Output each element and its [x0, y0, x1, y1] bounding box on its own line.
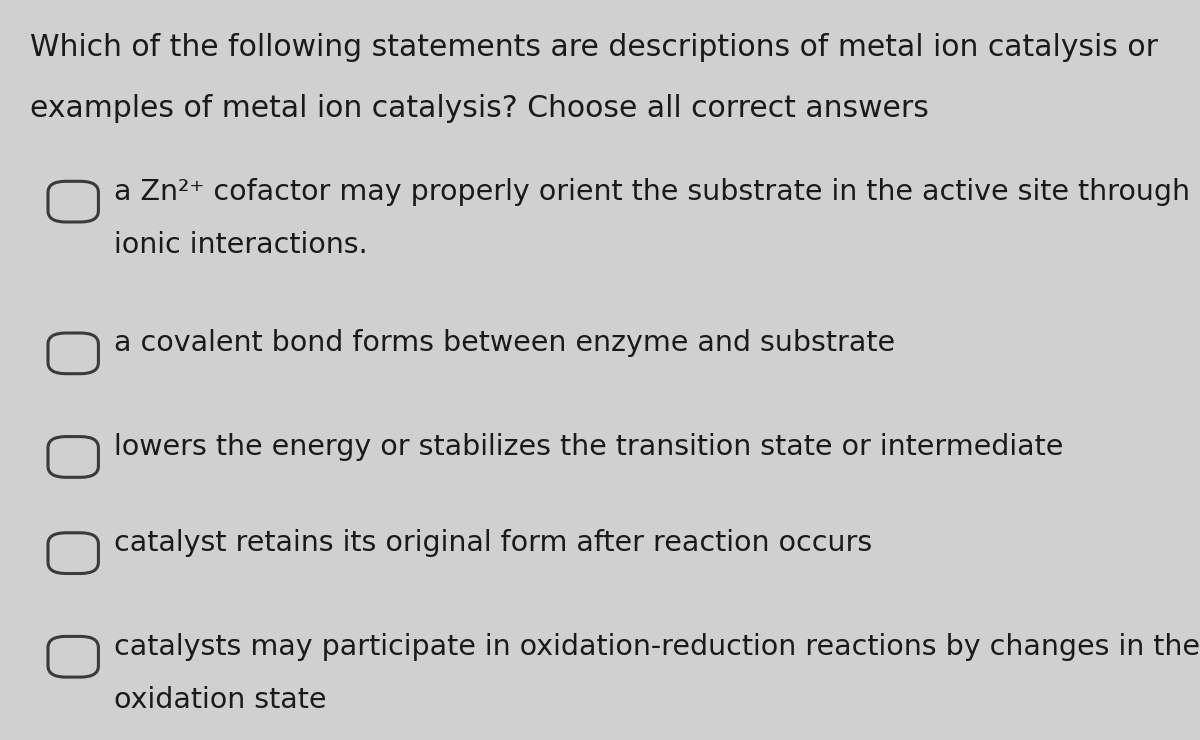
Text: lowers the energy or stabilizes the transition state or intermediate: lowers the energy or stabilizes the tran…	[114, 433, 1063, 461]
Text: a Zn²⁺ cofactor may properly orient the substrate in the active site through: a Zn²⁺ cofactor may properly orient the …	[114, 178, 1190, 206]
Text: catalysts may participate in oxidation-reduction reactions by changes in the: catalysts may participate in oxidation-r…	[114, 633, 1200, 661]
Text: ionic interactions.: ionic interactions.	[114, 231, 367, 259]
Text: a covalent bond forms between enzyme and substrate: a covalent bond forms between enzyme and…	[114, 329, 895, 357]
Text: oxidation state: oxidation state	[114, 686, 326, 714]
Text: Which of the following statements are descriptions of metal ion catalysis or: Which of the following statements are de…	[30, 33, 1158, 62]
Text: catalyst retains its original form after reaction occurs: catalyst retains its original form after…	[114, 529, 872, 557]
Text: examples of metal ion catalysis? Choose all correct answers: examples of metal ion catalysis? Choose …	[30, 94, 929, 123]
